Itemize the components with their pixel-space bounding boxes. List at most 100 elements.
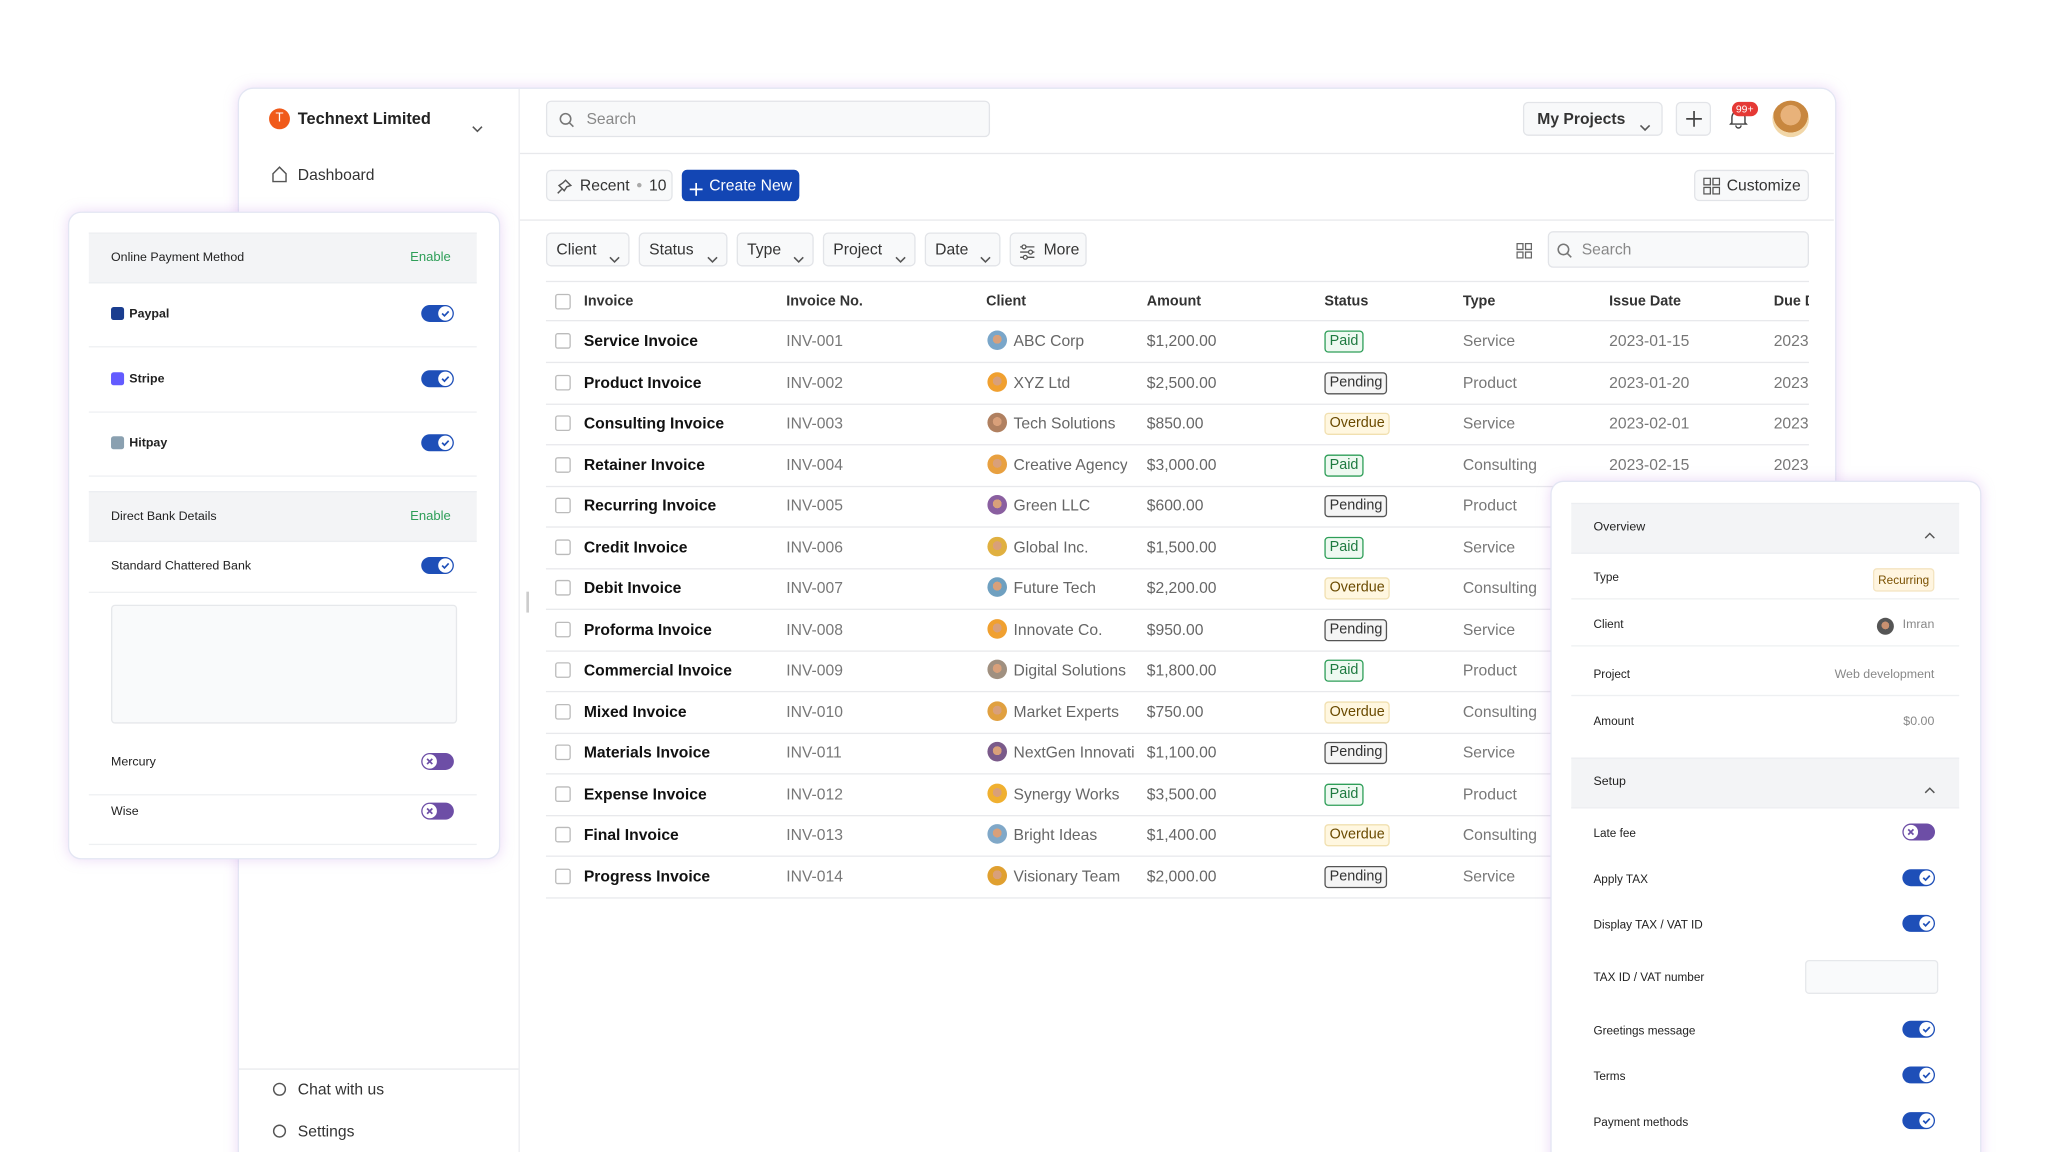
setup-toggle[interactable] bbox=[1902, 1112, 1936, 1137]
nav-item[interactable]: Dashboard bbox=[297, 165, 375, 185]
search-box[interactable]: Search bbox=[545, 100, 991, 138]
section-title: Online Payment Method bbox=[111, 250, 245, 266]
client-avatar bbox=[987, 824, 1008, 844]
invoice-name: Debit Invoice bbox=[583, 578, 682, 597]
filter-search[interactable]: Search bbox=[1547, 231, 1809, 268]
invoice-name: Progress Invoice bbox=[583, 866, 711, 885]
collapse-icon bbox=[1924, 777, 1936, 801]
row-line bbox=[545, 485, 1809, 487]
method-label: Wise bbox=[111, 804, 139, 819]
status-badge: Paid bbox=[1324, 659, 1364, 682]
type: Service bbox=[1462, 743, 1516, 762]
method-toggle[interactable] bbox=[421, 434, 455, 459]
type: Consulting bbox=[1462, 702, 1537, 721]
amount: $1,100.00 bbox=[1146, 743, 1217, 762]
search-icon-svg bbox=[1557, 243, 1572, 258]
amount: $2,500.00 bbox=[1146, 372, 1217, 392]
row-checkbox[interactable] bbox=[555, 415, 571, 432]
invoice-name: Retainer Invoice bbox=[583, 455, 705, 474]
field-line bbox=[1571, 598, 1960, 600]
panel-section-title: Setup bbox=[1593, 774, 1626, 789]
client-avatar bbox=[987, 659, 1008, 680]
client-avatar bbox=[987, 330, 1008, 351]
setup-toggle[interactable] bbox=[1902, 869, 1936, 894]
create-button[interactable]: Create New bbox=[681, 169, 800, 202]
customize-button[interactable]: Customize bbox=[1694, 169, 1809, 202]
row-checkbox[interactable] bbox=[555, 867, 571, 884]
method-toggle[interactable] bbox=[421, 304, 455, 329]
method-label: Paypal bbox=[129, 306, 170, 322]
table-header-line bbox=[545, 319, 1809, 322]
column-header: Status bbox=[1324, 293, 1369, 310]
org-name[interactable]: Technext Limited bbox=[297, 109, 431, 128]
type: Service bbox=[1462, 331, 1516, 351]
status-badge: Overdue bbox=[1324, 412, 1390, 435]
invoice-name: Proforma Invoice bbox=[583, 619, 712, 639]
row-checkbox[interactable] bbox=[555, 497, 571, 514]
issue-date: 2023-01-20 bbox=[1609, 372, 1690, 392]
status-badge: Pending bbox=[1324, 618, 1388, 641]
user-avatar[interactable] bbox=[1772, 100, 1809, 138]
row-checkbox[interactable] bbox=[555, 374, 571, 390]
column-header: Due Date bbox=[1773, 293, 1809, 310]
method-toggle[interactable] bbox=[421, 370, 455, 395]
footer-item[interactable]: Chat with us bbox=[297, 1080, 385, 1099]
client-avatar bbox=[987, 783, 1008, 803]
tax-id-input[interactable] bbox=[1805, 959, 1939, 994]
setup-toggle[interactable] bbox=[1902, 914, 1936, 939]
filter-label: Type bbox=[747, 240, 782, 259]
layout-icon bbox=[1516, 242, 1533, 266]
section-header bbox=[88, 491, 477, 543]
setup-toggle-svg bbox=[1902, 914, 1936, 932]
section-action[interactable]: Enable bbox=[410, 509, 451, 524]
row-checkbox[interactable] bbox=[555, 538, 571, 555]
amount: $950.00 bbox=[1146, 619, 1204, 639]
status-badge: Paid bbox=[1324, 536, 1364, 559]
filter-button[interactable]: More bbox=[1009, 232, 1087, 267]
recent-button[interactable]: Recent ● 10 bbox=[545, 169, 673, 202]
footer-item[interactable]: Settings bbox=[297, 1121, 355, 1141]
method-toggle[interactable] bbox=[421, 556, 455, 581]
invoice-number: INV-008 bbox=[786, 619, 843, 639]
panel-section-title: Overview bbox=[1593, 519, 1646, 535]
row-checkbox[interactable] bbox=[555, 744, 571, 761]
invoice-number: INV-003 bbox=[786, 414, 843, 433]
row-checkbox[interactable] bbox=[555, 662, 571, 678]
header-checkbox[interactable] bbox=[555, 293, 571, 310]
setup-label: TAX ID / VAT number bbox=[1593, 970, 1705, 984]
org-chevron-svg bbox=[472, 126, 483, 133]
due-date: 2023 bbox=[1773, 455, 1809, 474]
field-value: $0.00 bbox=[1903, 714, 1935, 729]
method-toggle[interactable] bbox=[421, 752, 455, 777]
method-toggle-svg bbox=[421, 752, 454, 770]
create-label: Create New bbox=[709, 176, 792, 195]
projects-button[interactable]: My Projects bbox=[1522, 101, 1663, 136]
org-chevron bbox=[472, 116, 484, 140]
row-checkbox[interactable] bbox=[555, 826, 571, 843]
method-toggle-svg bbox=[421, 557, 454, 575]
section-action[interactable]: Enable bbox=[410, 250, 451, 266]
column-header: Client bbox=[986, 293, 1027, 310]
row-line bbox=[545, 567, 1809, 569]
invoice-number: INV-014 bbox=[786, 866, 843, 885]
filter-button[interactable]: Date bbox=[924, 232, 1001, 267]
setup-label: Display TAX / VAT ID bbox=[1593, 918, 1703, 932]
setup-toggle[interactable] bbox=[1902, 1020, 1936, 1045]
method-toggle[interactable] bbox=[421, 802, 455, 827]
row-checkbox[interactable] bbox=[555, 333, 571, 349]
row-checkbox[interactable] bbox=[555, 703, 571, 720]
due-date: 2023 bbox=[1773, 414, 1809, 433]
row-checkbox[interactable] bbox=[555, 456, 571, 473]
client-name: Innovate Co. bbox=[1013, 619, 1103, 639]
setup-toggle[interactable] bbox=[1902, 1066, 1936, 1091]
column-header: Invoice No. bbox=[786, 293, 863, 310]
item-line bbox=[88, 794, 477, 796]
bank-details-box[interactable] bbox=[111, 604, 458, 724]
search-placeholder: Search bbox=[586, 109, 637, 128]
row-checkbox[interactable] bbox=[555, 785, 571, 802]
setup-toggle[interactable] bbox=[1902, 823, 1936, 848]
row-checkbox[interactable] bbox=[555, 621, 571, 637]
row-checkbox[interactable] bbox=[555, 579, 571, 596]
client-avatar bbox=[1876, 617, 1894, 635]
method-toggle-svg bbox=[421, 802, 454, 820]
